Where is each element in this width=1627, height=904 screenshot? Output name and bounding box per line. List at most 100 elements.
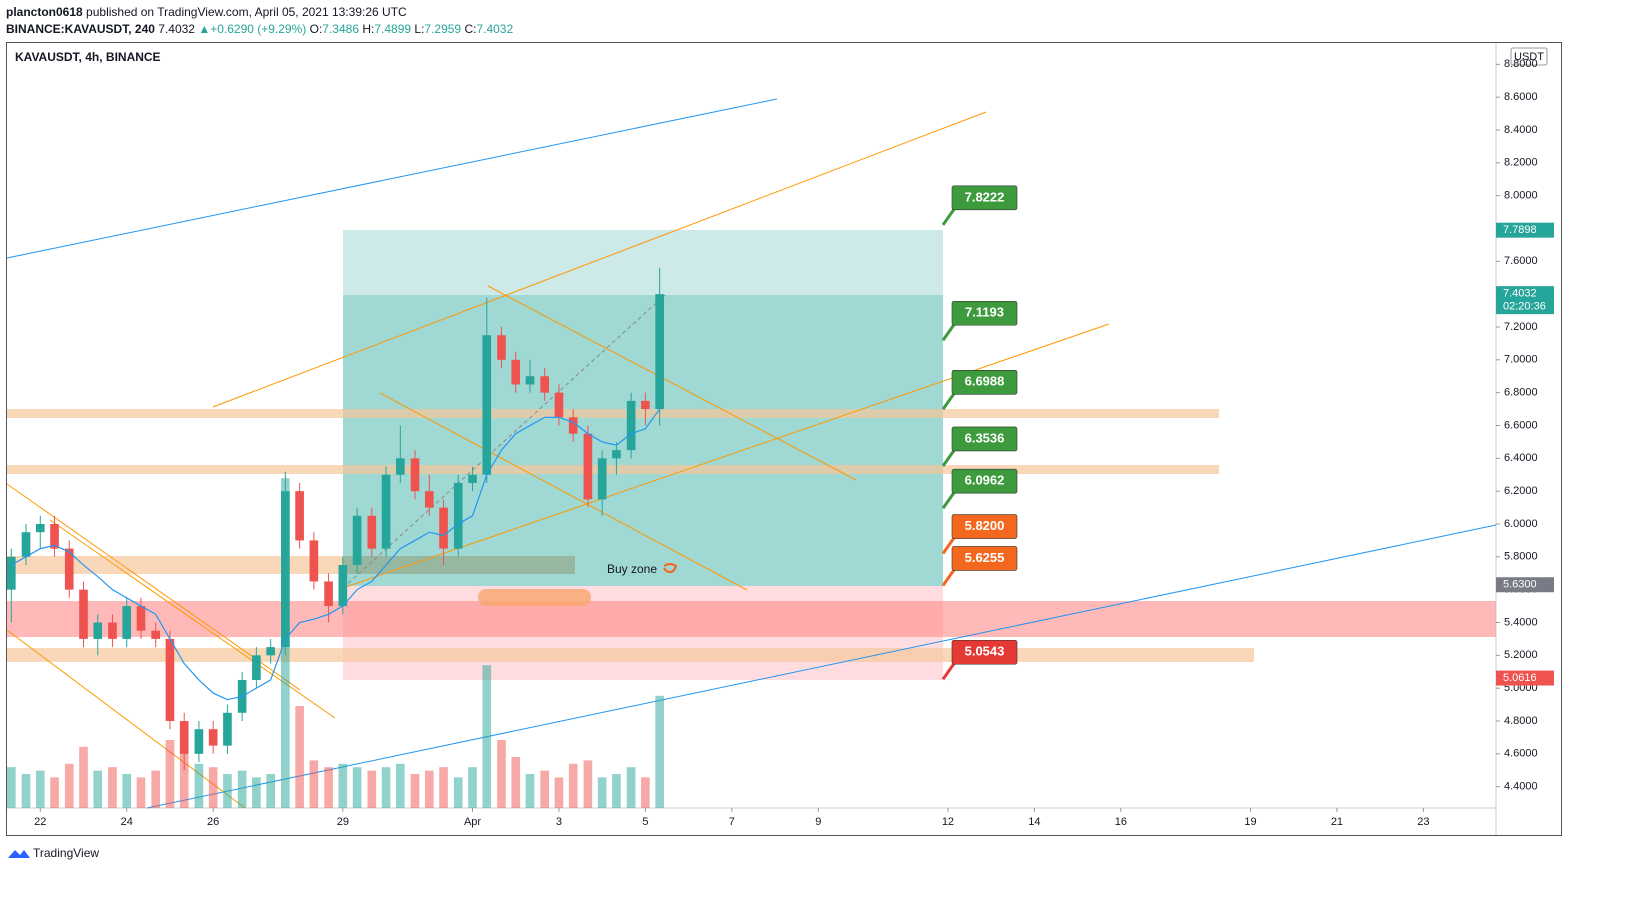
volume-bar (439, 767, 448, 808)
candle-body (395, 458, 405, 475)
volume-bar (511, 757, 521, 808)
volume-bar (482, 665, 492, 808)
y-tick-label: 6.8000 (1504, 387, 1538, 399)
x-tick-label: 9 (815, 816, 821, 828)
buy-zone (343, 556, 575, 574)
volume-bar (381, 767, 391, 808)
candle-body (554, 392, 564, 418)
candle-body (540, 376, 550, 393)
volume-bar (626, 767, 636, 808)
volume-bar (50, 777, 59, 808)
y-tick-label: 6.0000 (1504, 518, 1538, 530)
annotation: Buy zone (607, 562, 657, 576)
trend-line (379, 392, 748, 591)
candle-body (511, 359, 521, 385)
candle-body (281, 491, 290, 648)
trend-line (146, 524, 1497, 809)
y-tick-label: 8.6000 (1504, 91, 1538, 103)
y-tick-label: 4.4000 (1504, 781, 1538, 793)
ohlc-key: L: (414, 22, 425, 36)
y-tick-label: 4.8000 (1504, 715, 1538, 727)
x-tick-label: 22 (34, 816, 46, 828)
x-tick-label: 7 (729, 816, 735, 828)
volume-bar (309, 760, 319, 808)
level-label: 5.0543 (965, 644, 1005, 659)
volume-bar (410, 774, 420, 808)
ema-line (11, 408, 661, 701)
brand: TradingView (33, 846, 99, 860)
candle-body (641, 400, 650, 410)
candle-body (93, 622, 103, 639)
published: published on TradingView.com, April 05, … (86, 5, 407, 19)
y-tick-label: 8.0000 (1504, 190, 1538, 202)
ohlc: O:7.3486 H:7.4899 L:7.2959 C:7.4032 (310, 22, 514, 36)
volume-bar (237, 770, 247, 808)
price-label-bg (1496, 222, 1554, 238)
trend-line (212, 111, 987, 408)
y-tick-label: 5.8000 (1504, 551, 1538, 563)
candle-body (583, 433, 593, 500)
volume-bar (122, 774, 132, 808)
candle-body (410, 458, 420, 492)
volume-bar (612, 774, 621, 808)
candle-body (165, 638, 175, 721)
volume-bar (223, 774, 232, 808)
price-label-bg (1496, 670, 1554, 686)
candle-body (194, 729, 204, 754)
level-pointer (941, 448, 957, 467)
y-tick-label: 7.6000 (1504, 255, 1538, 267)
level-label: 5.6255 (965, 550, 1005, 565)
candle-body (35, 523, 45, 533)
candle-body (525, 376, 535, 385)
candle-body (324, 581, 333, 607)
volume-bar (35, 770, 45, 808)
level-label: 6.0962 (965, 473, 1005, 488)
candle-body (568, 417, 578, 434)
zone (7, 465, 1219, 474)
volume-bar (194, 763, 204, 808)
level-box (951, 546, 1018, 571)
volume-bar (151, 770, 161, 808)
candle-body (179, 720, 189, 754)
volume-bar (568, 763, 578, 808)
volume-bar (641, 777, 650, 808)
volume-bar (554, 777, 564, 808)
trend-line (6, 629, 246, 809)
volume-bar (655, 695, 664, 808)
candle-body (439, 507, 448, 549)
trend-line (6, 483, 301, 691)
candle-body (7, 556, 16, 590)
zone (7, 409, 1219, 418)
ohlc-value: 7.2959 (424, 22, 462, 36)
level-box (951, 369, 1018, 395)
x-tick-label: 16 (1115, 816, 1127, 828)
x-tick-label: Apr (464, 816, 481, 828)
level-box (951, 468, 1018, 494)
candle-body (655, 294, 664, 410)
candle-body (367, 515, 377, 549)
y-tick-label: 7.2000 (1504, 321, 1538, 333)
candle-body (612, 450, 621, 459)
x-tick-label: 19 (1244, 816, 1256, 828)
level-label: 5.8200 (965, 518, 1005, 533)
symbol: KAVAUSDT, 4h, BINANCE (15, 50, 161, 64)
position-line (342, 294, 666, 589)
volume-bar (453, 777, 463, 808)
candle-body (424, 491, 434, 508)
last: 7.4032 (158, 22, 195, 36)
volume-bar (583, 760, 593, 808)
candle-body (482, 335, 492, 475)
y-tick-label: 4.6000 (1504, 748, 1538, 760)
volume-bar (208, 767, 218, 808)
change-arrow: ▲ (198, 22, 211, 36)
price-label-bg (1496, 286, 1554, 315)
resistance-zone (7, 601, 1496, 637)
candle-body (497, 335, 506, 360)
ticker-line: BINANCE:KAVAUSDT, 240 7.4032 ▲+0.6290 (+… (6, 21, 513, 38)
candle-body (266, 647, 275, 656)
drawings (6, 98, 1497, 809)
level-box (951, 514, 1018, 539)
volume-bar (395, 763, 405, 808)
y-tick-label: 6.6000 (1504, 419, 1538, 431)
